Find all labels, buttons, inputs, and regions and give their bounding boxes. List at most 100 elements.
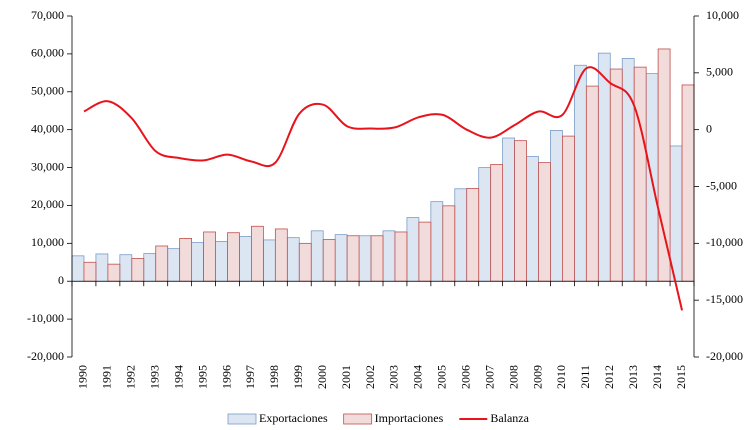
y2-tick-label: -20,000 xyxy=(706,349,743,363)
bar xyxy=(514,140,527,282)
y-tick-label: -20,000 xyxy=(27,349,64,363)
x-tick-label: 2012 xyxy=(602,365,616,389)
x-tick-label: 1995 xyxy=(195,365,209,389)
bar xyxy=(406,217,420,282)
bar xyxy=(621,58,635,282)
bar xyxy=(657,48,671,282)
bar xyxy=(562,135,575,282)
x-tick-label: 2005 xyxy=(435,365,449,389)
bar xyxy=(179,238,193,282)
bar xyxy=(526,156,539,282)
bar xyxy=(227,232,240,282)
bar xyxy=(95,253,109,282)
bar xyxy=(274,228,288,282)
bar xyxy=(490,164,504,282)
bar xyxy=(358,235,372,282)
x-tick-label: 1998 xyxy=(267,365,281,389)
x-tick-label: 2004 xyxy=(411,365,425,389)
bar xyxy=(239,236,252,282)
x-tick-label: 1992 xyxy=(124,365,138,389)
x-tick-label: 1997 xyxy=(243,365,257,389)
x-tick-label: 2008 xyxy=(506,365,520,389)
bar xyxy=(442,205,456,282)
legend-swatch xyxy=(343,413,373,425)
bar xyxy=(502,137,515,282)
y-tick-label: 20,000 xyxy=(31,197,64,211)
bar xyxy=(83,261,97,282)
x-tick-label: 2006 xyxy=(458,365,472,389)
y-tick-label: 30,000 xyxy=(31,159,64,173)
bar xyxy=(131,258,145,282)
bar xyxy=(71,255,85,282)
y-tick-label: 60,000 xyxy=(31,46,64,60)
bar xyxy=(334,234,348,282)
x-tick-label: 1991 xyxy=(100,365,114,389)
bar xyxy=(286,237,300,282)
bar xyxy=(107,263,121,282)
x-tick-label: 2015 xyxy=(674,365,688,389)
x-tick-label: 2002 xyxy=(363,365,377,389)
legend-label: Importaciones xyxy=(375,411,444,425)
bar xyxy=(669,145,683,282)
y2-tick-label: 5,000 xyxy=(706,65,733,79)
legend-label: Exportaciones xyxy=(259,411,328,425)
bar xyxy=(298,242,312,282)
y-tick-label: 50,000 xyxy=(31,84,64,98)
x-tick-label: 1999 xyxy=(291,365,305,389)
bar xyxy=(418,221,432,282)
bar xyxy=(155,245,169,282)
bar xyxy=(251,225,264,282)
x-tick-label: 2011 xyxy=(578,365,592,389)
bar xyxy=(143,253,157,282)
bar xyxy=(466,187,480,282)
legend-swatch xyxy=(227,413,257,425)
y2-tick-label: -10,000 xyxy=(706,235,743,249)
x-tick-label: 2009 xyxy=(530,365,544,389)
x-tick-label: 2007 xyxy=(482,365,496,389)
y-tick-label: 0 xyxy=(58,273,64,287)
x-tick-label: 2003 xyxy=(387,365,401,389)
bar xyxy=(322,239,336,282)
line xyxy=(83,66,684,311)
y2-tick-label: 10,000 xyxy=(706,8,739,22)
x-tick-label: 2014 xyxy=(650,365,664,389)
bar xyxy=(215,241,228,282)
bar xyxy=(394,231,408,282)
y-tick-label: 40,000 xyxy=(31,121,64,135)
x-tick-label: 1993 xyxy=(147,365,161,389)
x-tick-label: 2001 xyxy=(339,365,353,389)
bar xyxy=(633,66,647,282)
x-tick-label: 2013 xyxy=(626,365,640,389)
bar xyxy=(478,167,492,282)
x-tick-label: 2010 xyxy=(554,365,568,389)
bar xyxy=(454,188,468,282)
bar xyxy=(430,201,444,282)
bar xyxy=(573,64,587,282)
bar xyxy=(346,235,360,282)
bar xyxy=(538,162,551,282)
legend-label: Balanza xyxy=(490,411,529,425)
bar xyxy=(191,242,204,282)
y-tick-label: 70,000 xyxy=(31,8,64,22)
x-tick-label: 2000 xyxy=(315,365,329,389)
bar xyxy=(382,230,396,282)
y-tick-label: 10,000 xyxy=(31,235,64,249)
x-tick-label: 1994 xyxy=(171,365,185,389)
x-tick-label: 1990 xyxy=(76,365,90,389)
bar xyxy=(597,52,611,282)
bar xyxy=(370,235,384,282)
bar xyxy=(262,239,276,282)
y2-tick-label: 0 xyxy=(706,121,712,135)
bar xyxy=(310,230,324,282)
bar xyxy=(609,68,623,282)
y2-tick-label: -15,000 xyxy=(706,292,743,306)
bar xyxy=(119,254,133,282)
bar xyxy=(585,85,599,282)
bar xyxy=(203,231,216,282)
y2-tick-label: -5,000 xyxy=(706,178,737,192)
bar xyxy=(550,130,563,282)
y-tick-label: -10,000 xyxy=(27,311,64,325)
bar xyxy=(681,84,695,282)
bar xyxy=(167,248,181,282)
